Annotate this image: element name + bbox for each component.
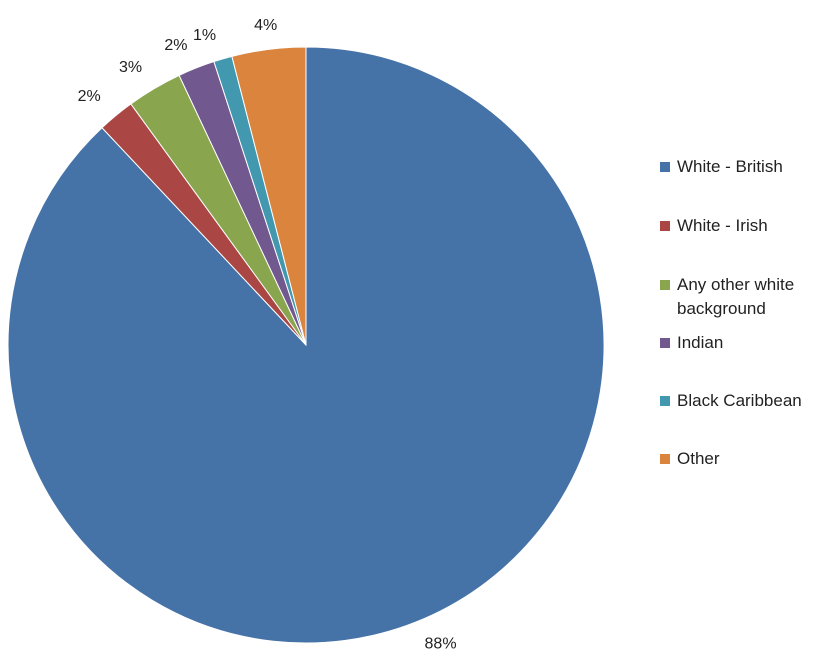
legend-swatch bbox=[660, 396, 670, 406]
legend-label: Other bbox=[677, 449, 720, 468]
data-label: 2% bbox=[164, 37, 187, 54]
data-label: 2% bbox=[78, 88, 101, 105]
legend-label: White - Irish bbox=[677, 216, 768, 235]
data-label: 4% bbox=[254, 17, 277, 34]
data-label: 88% bbox=[425, 636, 457, 653]
pie-slice bbox=[231, 46, 307, 346]
legend-label: White - British bbox=[677, 157, 783, 176]
legend-item: Black Caribbean bbox=[660, 389, 820, 413]
data-label: 3% bbox=[119, 59, 142, 76]
data-label: 1% bbox=[193, 27, 216, 44]
legend-item: Any other white background bbox=[660, 273, 820, 321]
legend-swatch bbox=[660, 221, 670, 231]
legend-item: White - Irish bbox=[660, 214, 820, 238]
legend-label: Black Caribbean bbox=[677, 391, 802, 410]
legend-item: Indian bbox=[660, 331, 820, 355]
legend-swatch bbox=[660, 280, 670, 290]
legend-label: Any other white background bbox=[677, 275, 795, 318]
legend-label: Indian bbox=[677, 333, 724, 352]
legend-swatch bbox=[660, 162, 670, 172]
legend-item: Other bbox=[660, 447, 820, 471]
legend-swatch bbox=[660, 454, 670, 464]
legend-item: White - British bbox=[660, 155, 820, 179]
legend-swatch bbox=[660, 338, 670, 348]
